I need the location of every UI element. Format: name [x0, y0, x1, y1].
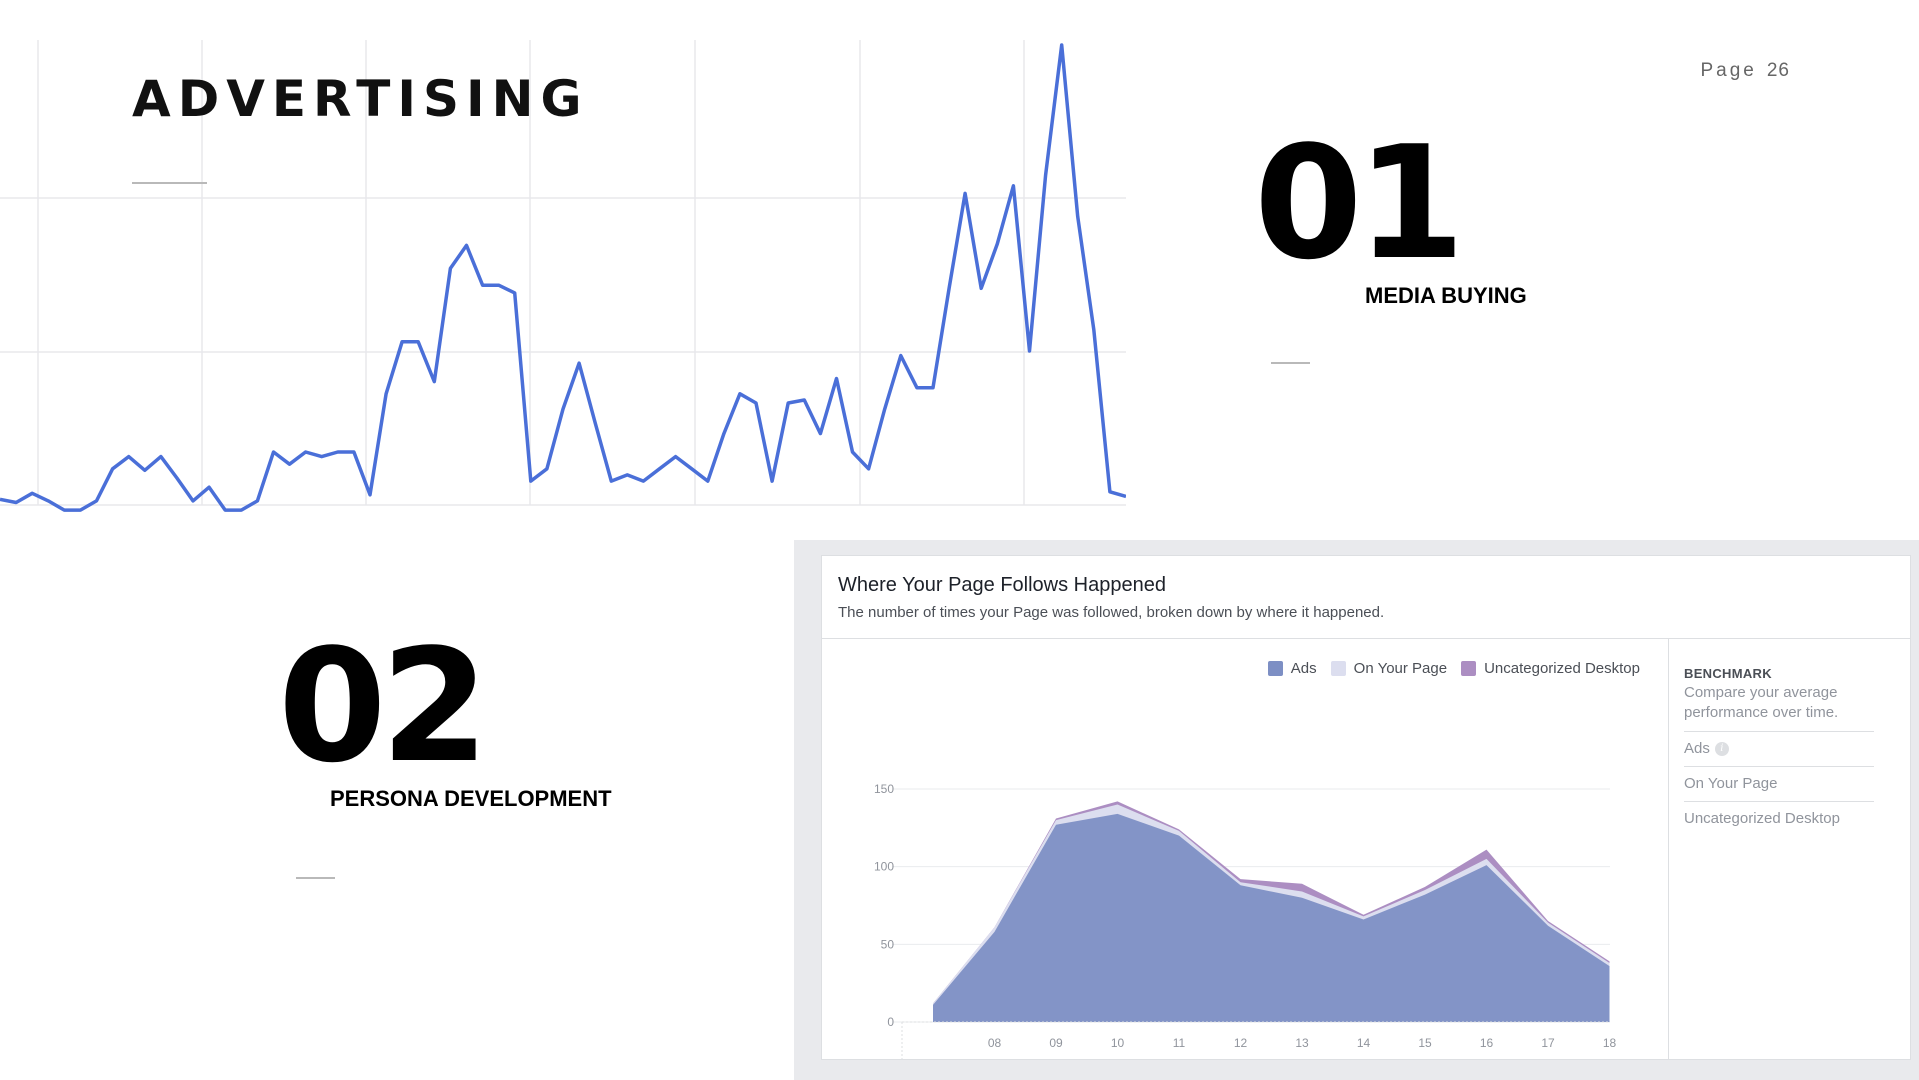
on-your-page-swatch — [1330, 661, 1346, 676]
y-tick-label: 0 — [887, 1015, 894, 1029]
card-divider — [1668, 639, 1669, 1059]
x-axis-label: JUL — [907, 1057, 929, 1059]
x-tick-label: 09 — [1049, 1036, 1063, 1050]
series-line — [0, 43, 1126, 512]
legend-item-uncategorized-desktop[interactable]: Uncategorized Desktop — [1461, 660, 1640, 677]
benchmark-panel: BENCHMARK Compare your average performan… — [1684, 656, 1874, 836]
benchmark-row-label: Uncategorized Desktop — [1684, 810, 1840, 827]
legend-label: Uncategorized Desktop — [1484, 660, 1640, 677]
x-tick-label: 14 — [1357, 1036, 1371, 1050]
x-tick-label: 17 — [1541, 1036, 1555, 1050]
chart-legend: Ads On Your Page Uncategorized Desktop — [1267, 660, 1640, 677]
x-tick-label: 10 — [1111, 1036, 1125, 1050]
card-header: Where Your Page Follows Happened The num… — [822, 556, 1910, 639]
legend-item-on-your-page[interactable]: On Your Page — [1330, 660, 1448, 677]
section-divider-02 — [296, 877, 335, 879]
benchmark-row-uncategorized-desktop[interactable]: Uncategorized Desktop — [1684, 802, 1874, 836]
title-underline — [132, 182, 207, 184]
benchmark-row-label: Ads — [1684, 740, 1710, 757]
follows-area-chart: 0 50 100 150 08 09 10 11 12 13 14 15 16 17 18 JUL — [874, 782, 1617, 1059]
benchmark-row-on-your-page[interactable]: On Your Page — [1684, 767, 1874, 802]
follows-line-chart — [0, 40, 1126, 512]
y-tick-label: 100 — [874, 860, 894, 874]
card-subtitle: The number of times your Page was follow… — [838, 604, 1385, 621]
page-number: Page 26 — [1700, 60, 1790, 82]
section-label-media-buying: MEDIA BUYING — [1365, 283, 1527, 308]
ads-swatch — [1267, 661, 1283, 676]
section-label-persona-development: PERSONA DEVELOPMENT — [330, 786, 612, 811]
ads-area — [933, 813, 1610, 1022]
y-tick-label: 50 — [881, 937, 895, 951]
x-tick-label: 08 — [988, 1036, 1002, 1050]
page-label: Page — [1700, 60, 1757, 81]
x-tick-label: 11 — [1173, 1036, 1186, 1050]
legend-item-ads[interactable]: Ads — [1267, 660, 1317, 677]
legend-label: On Your Page — [1353, 660, 1448, 677]
page-title: ADVERTISING — [132, 70, 589, 128]
page-number-value: 26 — [1766, 60, 1790, 81]
legend-label: Ads — [1290, 660, 1317, 677]
x-tick-label: 15 — [1418, 1036, 1432, 1050]
info-icon[interactable]: i — [1714, 741, 1729, 756]
uncategorized-desktop-swatch — [1461, 661, 1477, 676]
section-number-01: 01 — [1254, 112, 1465, 294]
y-tick-label: 150 — [874, 782, 894, 796]
x-tick-label: 12 — [1234, 1036, 1248, 1050]
x-tick-label: 13 — [1295, 1036, 1309, 1050]
insights-card: Where Your Page Follows Happened The num… — [821, 555, 1911, 1060]
benchmark-row-label: On Your Page — [1684, 775, 1778, 792]
benchmark-row-ads[interactable]: Ads i — [1684, 732, 1874, 767]
x-tick-label: 16 — [1480, 1036, 1494, 1050]
x-tick-label: 18 — [1603, 1036, 1617, 1050]
benchmark-description: Compare your average performance over ti… — [1684, 683, 1874, 732]
section-divider-01 — [1271, 362, 1310, 364]
card-title: Where Your Page Follows Happened — [838, 574, 1166, 596]
benchmark-title: BENCHMARK — [1684, 666, 1772, 681]
section-number-02: 02 — [278, 615, 489, 797]
